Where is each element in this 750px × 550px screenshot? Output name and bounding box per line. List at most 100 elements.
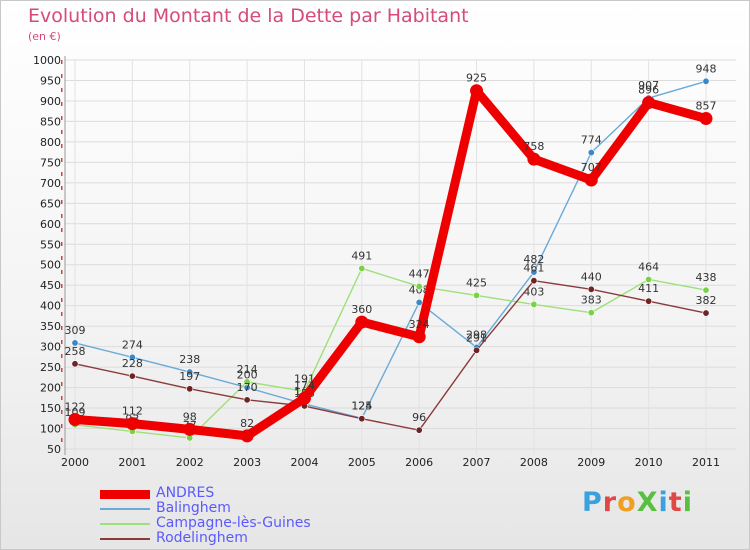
data-point-campagne-l-s-guines: [473, 291, 481, 299]
x-tick-label: 2004: [290, 456, 318, 469]
axis-tick-mark: [61, 438, 63, 442]
y-tick-label: 150: [40, 402, 61, 415]
data-point-andres: [412, 330, 426, 344]
axis-tick-mark: [61, 410, 63, 414]
data-label-andres: 122: [65, 401, 86, 414]
series-line-campagne-l-s-guines: [74, 267, 707, 439]
logo-letter: i: [658, 487, 669, 518]
legend-label: Campagne-lès-Guines: [156, 515, 311, 531]
y-tick-label: 600: [40, 218, 61, 231]
legend-label: Rodelinghem: [156, 530, 248, 546]
y-tick-label: 850: [40, 115, 61, 128]
x-tick-label: 2011: [692, 456, 720, 469]
y-tick-label: 300: [40, 341, 61, 354]
x-tick-label: 2010: [635, 456, 663, 469]
axis-tick-mark: [61, 102, 63, 106]
logo-letter: o: [617, 487, 637, 518]
data-point-andres: [125, 417, 139, 431]
data-label-andres: 174: [294, 379, 315, 392]
x-tick-label: 2001: [118, 456, 146, 469]
data-label-balinghem: 948: [696, 62, 717, 75]
data-point-balinghem: [71, 339, 79, 347]
data-point-rodelinghem: [71, 360, 79, 368]
data-point-rodelinghem: [358, 415, 366, 423]
data-label-balinghem: 298: [466, 328, 487, 341]
axis-tick-mark: [61, 116, 63, 120]
axis-tick-mark: [61, 200, 63, 204]
data-point-andres: [470, 84, 484, 98]
logo-letter: t: [668, 487, 683, 518]
y-tick-label: 700: [40, 177, 61, 190]
logo-letter: P: [582, 487, 603, 518]
data-label-rodelinghem: 461: [523, 262, 544, 275]
data-point-campagne-l-s-guines: [587, 309, 595, 317]
data-point-rodelinghem: [645, 297, 653, 305]
data-label-campagne-l-s-guines: 491: [351, 249, 372, 262]
series-line-andres: [70, 86, 711, 441]
data-label-balinghem: 238: [179, 353, 200, 366]
y-tick-label: 250: [40, 361, 61, 374]
y-tick-label: 350: [40, 320, 61, 333]
data-label-rodelinghem: 258: [65, 345, 86, 358]
data-label-rodelinghem: 291: [466, 331, 487, 344]
data-point-balinghem: [128, 353, 136, 361]
data-point-andres: [699, 112, 713, 126]
data-point-campagne-l-s-guines: [358, 264, 366, 272]
logo-letter: r: [602, 487, 618, 518]
axis-tick-mark: [61, 60, 63, 64]
data-label-andres: 98: [183, 410, 197, 423]
data-point-balinghem: [186, 368, 194, 376]
data-point-andres: [68, 413, 82, 427]
data-point-balinghem: [530, 268, 538, 276]
data-point-rodelinghem: [128, 372, 136, 380]
y-tick-label: 900: [40, 95, 61, 108]
data-point-campagne-l-s-guines: [645, 275, 653, 283]
y-tick-label: 750: [40, 156, 61, 169]
data-label-campagne-l-s-guines: 438: [696, 271, 717, 284]
axis-tick-mark: [61, 172, 63, 176]
logo-letter: X: [636, 487, 659, 518]
x-tick-label: 2003: [233, 456, 261, 469]
axis-tick-mark: [61, 214, 63, 218]
data-label-andres: 857: [696, 100, 717, 113]
data-point-rodelinghem: [702, 309, 710, 317]
axis-tick-mark: [61, 242, 63, 246]
axis-tick-mark: [61, 354, 63, 358]
y-tick-label: 400: [40, 300, 61, 313]
y-tick-label: 50: [47, 443, 61, 456]
axis-tick-mark: [61, 228, 63, 232]
logo-letter: i: [682, 487, 693, 518]
axis-tick-mark: [61, 382, 63, 386]
data-label-rodelinghem: 124: [351, 400, 372, 413]
axis-tick-mark: [61, 74, 63, 78]
series-line-rodelinghem: [74, 280, 707, 431]
data-point-andres: [183, 422, 197, 436]
data-label-balinghem: 125: [351, 399, 372, 412]
x-tick-label: 2006: [405, 456, 433, 469]
y-tick-label: 950: [40, 74, 61, 87]
axis-tick-mark: [61, 186, 63, 190]
data-label-campagne-l-s-guines: 464: [638, 260, 659, 273]
x-tick-label: 2007: [463, 456, 491, 469]
data-label-campagne-l-s-guines: 214: [237, 363, 258, 376]
data-label-andres: 758: [523, 140, 544, 153]
data-point-andres: [240, 429, 254, 443]
x-tick-label: 2009: [577, 456, 605, 469]
data-label-balinghem: 774: [581, 134, 602, 147]
axis-tick-mark: [61, 284, 63, 288]
data-label-campagne-l-s-guines: 383: [581, 294, 602, 307]
y-tick-label: 1000: [33, 54, 61, 67]
y-tick-label: 200: [40, 382, 61, 395]
chart-title: Evolution du Montant de la Dette par Hab…: [28, 5, 469, 27]
data-label-balinghem: 482: [523, 253, 544, 266]
axis-tick-mark: [61, 340, 63, 344]
data-label-andres: 896: [638, 84, 659, 97]
y-tick-label: 500: [40, 259, 61, 272]
data-point-andres: [642, 96, 656, 110]
data-label-balinghem: 907: [638, 79, 659, 92]
data-point-campagne-l-s-guines: [243, 378, 251, 386]
data-label-andres: 324: [409, 318, 430, 331]
axis-tick-mark: [61, 312, 63, 316]
data-point-balinghem: [702, 77, 710, 85]
